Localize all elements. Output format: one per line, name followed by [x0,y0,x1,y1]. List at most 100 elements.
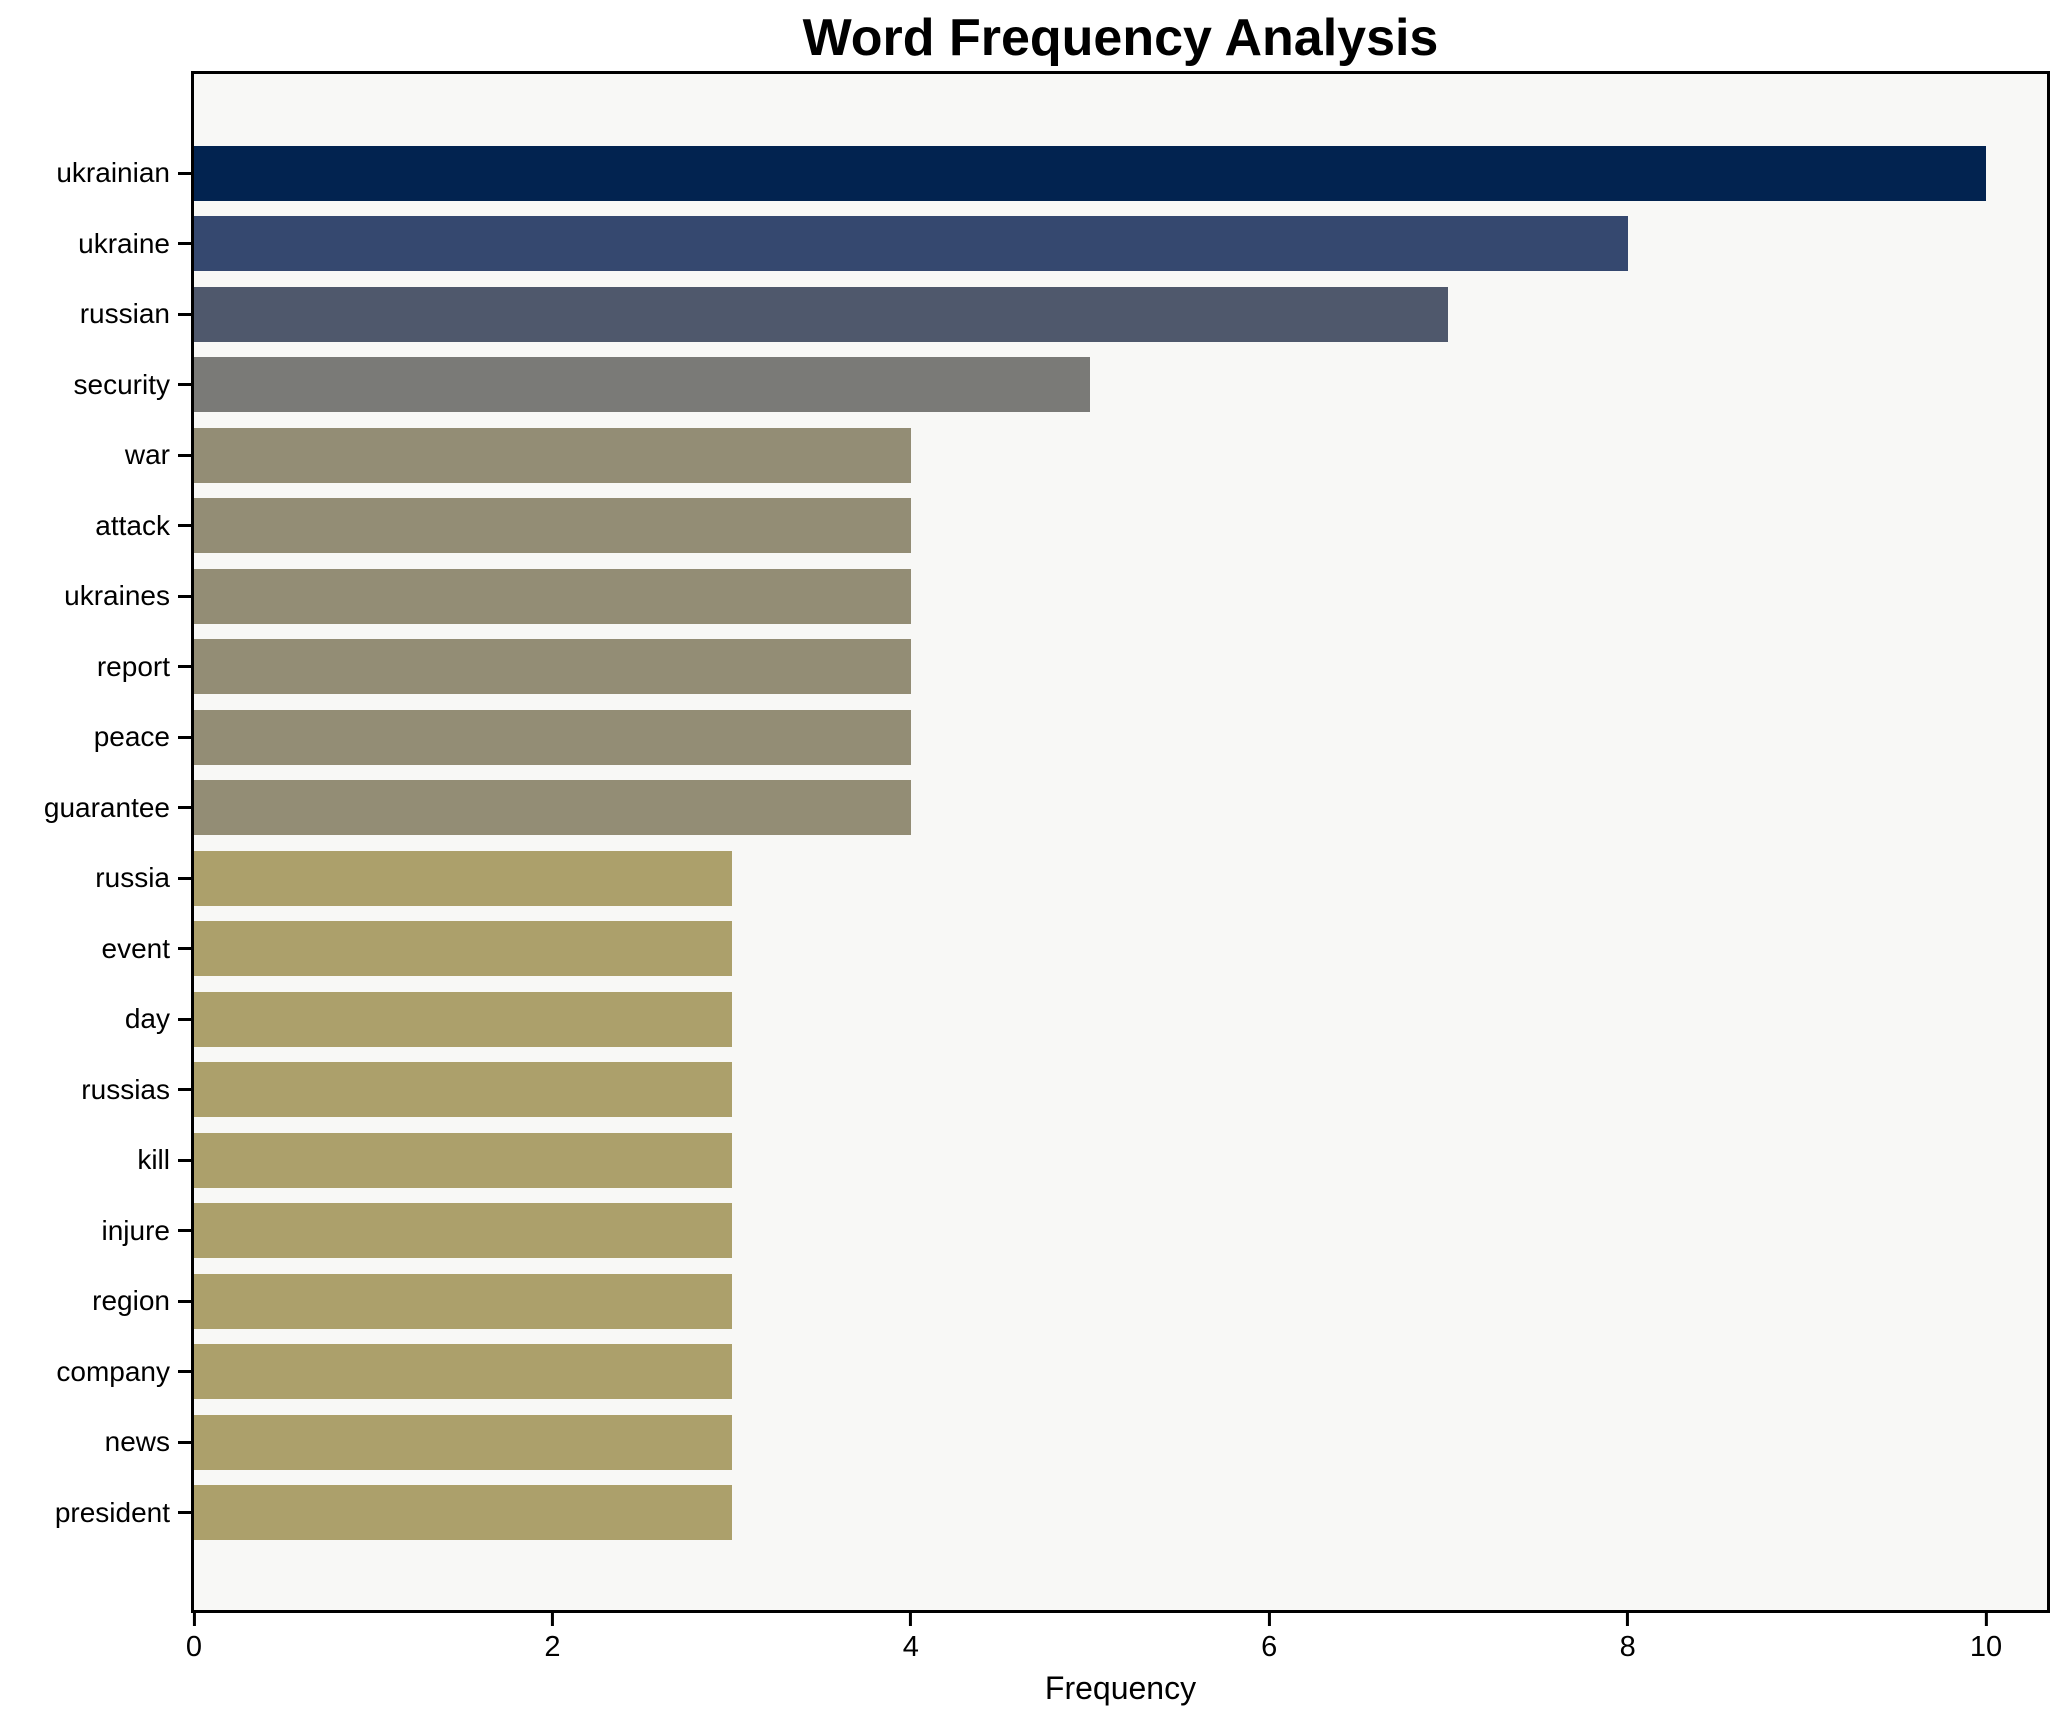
x-tick-label: 4 [902,1631,919,1663]
y-axis-label: event [101,932,171,964]
y-axis-label: news [104,1426,170,1458]
bars-container: ukrainian ukraine russian security war attack… [44,138,2047,1549]
y-axis-label: injure [101,1214,170,1246]
y-tick-mark [178,1440,191,1444]
frequency-bar [194,216,1628,272]
y-tick-mark [178,383,191,387]
x-tick: 10 [1970,1613,2002,1662]
x-tick-mark [1267,1613,1271,1626]
x-tick: 4 [903,1613,919,1662]
bar-row: guarantee [44,773,2047,844]
y-tick-mark [178,947,191,951]
bar-row: ukraines [64,561,2047,632]
y-tick-mark [178,1511,191,1515]
x-tick-mark [909,1613,913,1626]
frequency-bar [194,427,911,483]
frequency-bar [194,780,911,836]
frequency-bar [194,357,1091,413]
x-tick-label: 8 [1619,1631,1636,1663]
bar-row: ukraine [78,209,2047,280]
bar-row: ukrainian [56,138,2047,209]
frequency-bar [194,850,732,906]
frequency-bar [194,568,911,624]
frequency-bar [194,286,1449,342]
y-tick-mark [178,876,191,880]
y-axis-label: ukraines [64,580,170,612]
bar-row: peace [94,702,2047,773]
bar-row: attack [95,491,2047,562]
y-axis-label: day [124,1003,170,1035]
x-tick-mark [192,1613,196,1626]
frequency-bar [194,1273,732,1329]
frequency-bar [194,1344,732,1400]
frequency-bar [194,709,911,765]
y-axis-label: kill [137,1144,170,1176]
y-tick-mark [178,1017,191,1021]
x-tick-label: 6 [1261,1631,1278,1663]
y-tick-mark [178,665,191,669]
y-tick-mark [178,1158,191,1162]
bar-row: company [56,1337,2047,1408]
frequency-bar [194,498,911,554]
y-tick-mark [178,1370,191,1374]
x-tick: 0 [186,1613,202,1662]
y-axis-label: attack [95,509,170,541]
y-tick-mark [178,242,191,246]
y-tick-mark [178,594,191,598]
y-axis-label: russias [81,1073,170,1105]
frequency-bar [194,921,732,977]
frequency-bar [194,1062,732,1118]
bar-row: president [55,1478,2047,1549]
bar-row: event [102,914,2047,985]
y-axis-label: russia [95,862,170,894]
y-tick-mark [178,312,191,316]
x-tick: 6 [1261,1613,1277,1662]
bar-row: report [97,632,2047,703]
y-tick-mark [178,1229,191,1233]
y-axis-label: president [54,1496,170,1528]
frequency-bar [194,991,732,1047]
bar-row: war [125,420,2047,491]
y-tick-mark [178,453,191,457]
chart-title: Word Frequency Analysis [802,9,1439,67]
y-axis-label: company [56,1355,170,1387]
frequency-bar [194,1132,732,1188]
y-tick-mark [178,735,191,739]
x-axis-label: Frequency [1044,1670,1197,1706]
y-axis-label: report [96,650,170,682]
x-tick: 8 [1620,1613,1636,1662]
y-tick-mark [178,171,191,175]
y-tick-mark [178,1088,191,1092]
bar-row: kill [137,1125,2047,1196]
y-axis-label: guarantee [43,791,170,823]
bar-row: russian [80,279,2047,350]
y-axis-label: war [124,439,170,471]
x-tick-label: 10 [1969,1631,2003,1663]
y-axis-label: ukrainian [56,157,170,189]
frequency-bar [194,145,1987,201]
bar-row: region [92,1266,2047,1337]
y-tick-mark [178,524,191,528]
y-axis-label: security [73,368,170,400]
bar-row: injure [102,1196,2047,1267]
y-tick-mark [178,1299,191,1303]
x-tick-label: 0 [185,1631,203,1663]
bar-row: security [74,350,2047,421]
y-axis-label: region [92,1285,170,1317]
y-axis-label: peace [93,721,170,753]
bar-row: news [105,1407,2047,1478]
bar-row: russias [81,1055,2047,1126]
x-tick-mark [1626,1613,1630,1626]
frequency-bar [194,1203,732,1259]
frequency-bar [194,1485,732,1541]
y-axis-label: ukraine [78,227,170,259]
frequency-bar [194,639,911,695]
x-tick: 2 [544,1613,560,1662]
x-tick-label: 2 [544,1631,561,1663]
x-tick-mark [550,1613,554,1626]
bar-row: russia [95,843,2047,914]
plot-area: ukrainian ukraine russian security war attack… [44,71,2050,1704]
x-tick-mark [1984,1613,1988,1626]
y-axis-label: russian [79,298,170,330]
